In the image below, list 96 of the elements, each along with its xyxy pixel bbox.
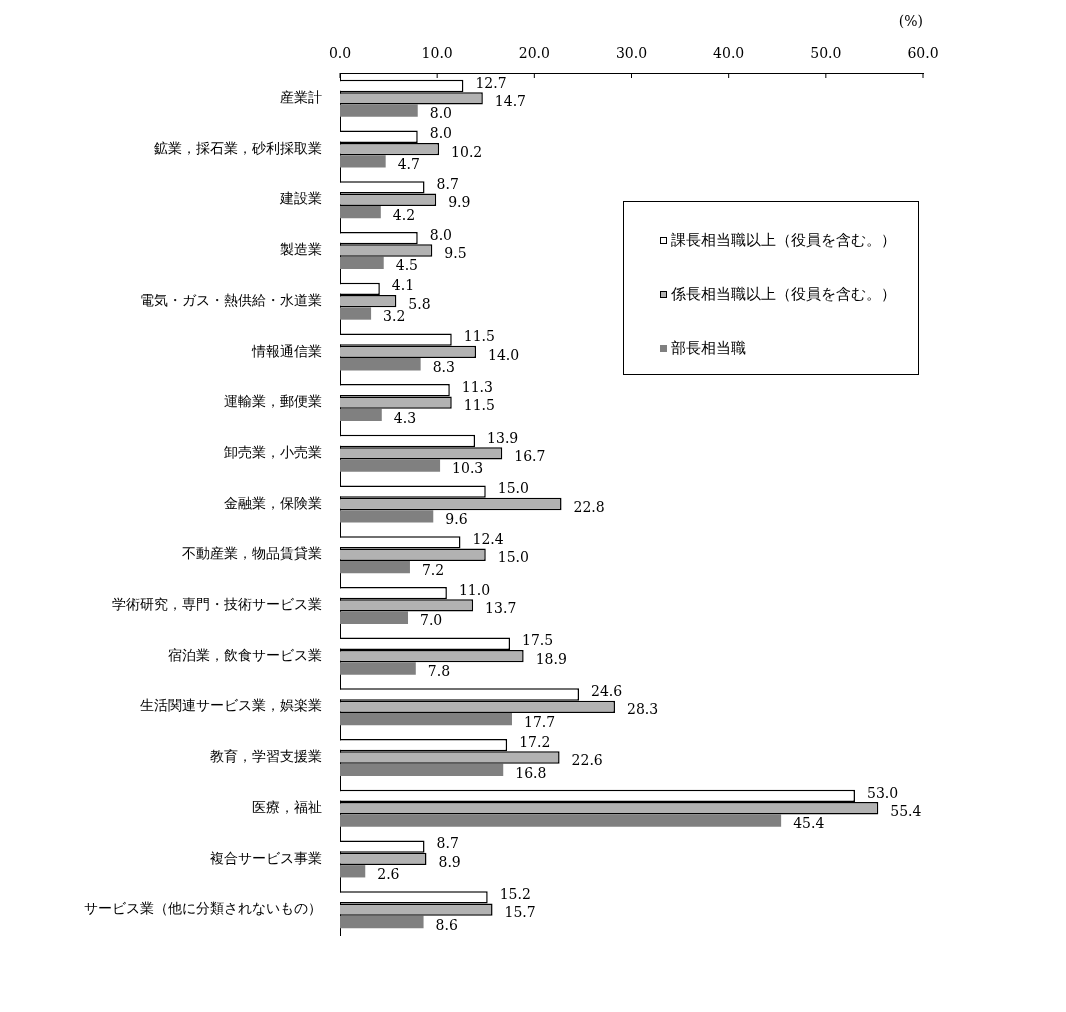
bar (340, 763, 504, 777)
data-label: 9.6 (445, 510, 468, 527)
data-label: 4.7 (397, 156, 420, 173)
y-tick-label: 運輸業，郵便業 (224, 393, 322, 410)
y-tick-label: 建設業 (279, 190, 322, 207)
bar (340, 459, 441, 472)
bar (340, 662, 416, 675)
data-label: 8.0 (429, 226, 452, 243)
data-label: 53.0 (866, 784, 899, 801)
data-label: 17.2 (519, 733, 551, 750)
data-label: 9.5 (444, 245, 467, 262)
bar (340, 408, 382, 422)
bar (340, 358, 421, 371)
y-tick-label: 宿泊業，飲食サービス業 (168, 646, 322, 663)
y-tick-label: 金融業，保険業 (224, 494, 322, 511)
x-tick-label: 40.0 (713, 45, 745, 62)
y-tick-label: 不動産業，物品賃貸業 (182, 545, 322, 562)
x-tick-label: 10.0 (421, 45, 453, 62)
data-label: 7.0 (420, 612, 443, 629)
data-label: 8.9 (438, 853, 461, 870)
data-label: 14.0 (488, 346, 520, 363)
data-label: 8.0 (429, 125, 452, 142)
y-tick-label: 教育，学習支援業 (210, 748, 322, 765)
data-label: 10.2 (451, 143, 483, 160)
y-tick-label: 生活関連サービス業，娯楽業 (140, 697, 322, 714)
bar (340, 814, 782, 827)
data-label: 55.4 (890, 802, 922, 819)
data-label: 11.5 (463, 328, 495, 345)
data-label: 15.2 (499, 885, 531, 902)
x-axis-title: (%) (898, 13, 923, 30)
data-label: 13.9 (487, 429, 519, 446)
bar (340, 611, 409, 624)
data-label: 15.7 (504, 904, 536, 921)
data-label: 3.2 (383, 308, 406, 325)
data-label: 16.7 (514, 447, 546, 464)
y-tick-label: 情報通信業 (251, 342, 322, 359)
data-label: 10.3 (452, 460, 484, 477)
data-label: 8.6 (435, 916, 458, 933)
data-label: 4.5 (395, 257, 418, 274)
y-tick-label: サービス業（他に分類されないもの） (84, 900, 322, 917)
bar (340, 155, 386, 168)
data-label: 8.7 (436, 835, 459, 852)
x-tick-label: 30.0 (615, 45, 648, 62)
y-tick-label: 複合サービス事業 (210, 849, 322, 866)
bar (340, 560, 410, 574)
x-tick-label: 20.0 (518, 45, 550, 62)
bar (340, 915, 424, 929)
y-tick-label: 電気・ガス・熱供給・水道業 (140, 291, 322, 308)
data-label: 12.4 (472, 531, 504, 548)
bar (340, 104, 418, 117)
data-label: 24.6 (591, 683, 623, 700)
y-tick-label: 鉱業，採石業，砂利採取業 (154, 139, 322, 156)
data-label: 9.9 (448, 194, 471, 211)
data-label: 45.4 (793, 815, 825, 832)
legend-label: 係長相当職以上（役員を含む。） (671, 285, 896, 303)
data-label: 12.7 (475, 74, 507, 91)
x-tick-label: 50.0 (810, 45, 842, 62)
data-label: 16.8 (515, 764, 547, 781)
data-label: 17.7 (523, 713, 556, 730)
data-label: 8.3 (432, 358, 455, 375)
data-label: 15.0 (497, 549, 529, 566)
data-label: 11.3 (461, 378, 493, 395)
data-label: 2.6 (377, 865, 400, 882)
data-label: 28.3 (626, 701, 659, 718)
data-label: 18.9 (535, 650, 567, 667)
bar (340, 307, 372, 320)
bar (340, 712, 512, 726)
bar (340, 510, 434, 523)
y-tick-label: 学術研究，専門・技術サービス業 (112, 596, 322, 613)
data-label: 7.2 (421, 561, 445, 578)
data-label: 14.7 (494, 92, 527, 109)
legend-frame: 課長相当職以上（役員を含む。） 係長相当職以上（役員を含む。） 部長相当職 (623, 201, 919, 375)
data-label: 8.7 (436, 176, 459, 193)
data-label: 8.0 (429, 105, 452, 122)
x-tick-label: 0.0 (328, 45, 352, 62)
data-label: 11.5 (463, 397, 495, 414)
data-label: 11.0 (458, 581, 491, 598)
data-label: 15.0 (497, 480, 529, 497)
data-label: 4.1 (391, 277, 415, 294)
data-label: 22.8 (573, 498, 605, 515)
x-tick-label: 60.0 (907, 45, 939, 62)
data-label: 4.3 (393, 409, 417, 426)
data-label: 4.2 (392, 206, 416, 223)
y-tick-label: 卸売業，小売業 (224, 443, 322, 460)
data-label: 13.7 (485, 600, 517, 617)
y-tick-label: 製造業 (280, 241, 322, 258)
data-label: 5.8 (408, 295, 431, 312)
y-tick-label: 産業計 (280, 88, 322, 105)
bar (340, 205, 381, 219)
bar (340, 256, 384, 269)
legend-label: 部長相当職 (671, 339, 746, 357)
data-label: 22.6 (571, 752, 603, 769)
data-label: 7.8 (427, 663, 451, 680)
bar (340, 865, 366, 878)
data-label: 17.5 (522, 632, 554, 649)
y-tick-label: 医療，福祉 (252, 798, 322, 815)
